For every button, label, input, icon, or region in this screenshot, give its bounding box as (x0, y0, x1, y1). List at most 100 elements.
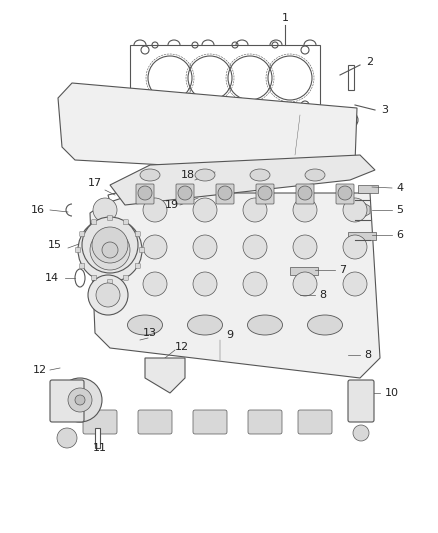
FancyBboxPatch shape (136, 184, 154, 204)
Text: 8: 8 (364, 350, 371, 360)
Ellipse shape (140, 169, 160, 181)
Circle shape (243, 235, 267, 259)
Polygon shape (145, 358, 185, 393)
Ellipse shape (247, 315, 283, 335)
FancyBboxPatch shape (80, 263, 85, 269)
FancyBboxPatch shape (358, 185, 378, 193)
Circle shape (78, 218, 142, 282)
FancyBboxPatch shape (92, 220, 96, 225)
Ellipse shape (305, 169, 325, 181)
FancyBboxPatch shape (80, 231, 85, 237)
FancyBboxPatch shape (83, 410, 117, 434)
Ellipse shape (250, 169, 270, 181)
Circle shape (68, 388, 92, 412)
Circle shape (75, 395, 85, 405)
Circle shape (343, 198, 367, 222)
Circle shape (243, 272, 267, 296)
Circle shape (353, 425, 369, 441)
Text: 16: 16 (31, 205, 45, 215)
FancyBboxPatch shape (336, 184, 354, 204)
FancyBboxPatch shape (75, 247, 81, 253)
Circle shape (293, 198, 317, 222)
FancyBboxPatch shape (216, 184, 234, 204)
Circle shape (138, 186, 152, 200)
Circle shape (293, 272, 317, 296)
Text: 17: 17 (88, 178, 102, 188)
Circle shape (193, 198, 217, 222)
Circle shape (58, 378, 102, 422)
FancyBboxPatch shape (298, 410, 332, 434)
Ellipse shape (307, 315, 343, 335)
FancyBboxPatch shape (107, 279, 113, 285)
Text: 3: 3 (381, 105, 389, 115)
FancyBboxPatch shape (50, 380, 84, 422)
Circle shape (92, 227, 128, 263)
FancyBboxPatch shape (256, 184, 274, 204)
Text: 6: 6 (396, 230, 403, 240)
Bar (348, 65, 354, 90)
Circle shape (258, 186, 272, 200)
Polygon shape (110, 155, 375, 205)
Circle shape (193, 235, 217, 259)
Text: 5: 5 (396, 205, 403, 215)
FancyBboxPatch shape (135, 263, 140, 269)
Text: 2: 2 (367, 57, 374, 67)
FancyBboxPatch shape (139, 247, 145, 253)
Circle shape (343, 272, 367, 296)
Bar (95, 428, 100, 448)
Text: 8: 8 (319, 290, 327, 300)
Text: 1: 1 (282, 13, 289, 23)
FancyBboxPatch shape (348, 380, 374, 422)
FancyBboxPatch shape (193, 410, 227, 434)
FancyBboxPatch shape (290, 267, 318, 275)
Circle shape (93, 198, 117, 222)
FancyBboxPatch shape (348, 232, 376, 240)
Text: 19: 19 (165, 200, 179, 210)
Text: 4: 4 (396, 183, 403, 193)
FancyBboxPatch shape (176, 184, 194, 204)
FancyBboxPatch shape (124, 220, 128, 225)
Circle shape (143, 235, 167, 259)
Circle shape (178, 186, 192, 200)
Circle shape (93, 272, 117, 296)
Text: 12: 12 (175, 342, 189, 352)
Text: 12: 12 (33, 365, 47, 375)
FancyBboxPatch shape (135, 231, 140, 237)
Circle shape (143, 272, 167, 296)
Circle shape (193, 272, 217, 296)
FancyBboxPatch shape (107, 215, 113, 221)
Ellipse shape (127, 315, 162, 335)
Circle shape (338, 186, 352, 200)
Text: 11: 11 (93, 443, 107, 453)
Circle shape (82, 217, 138, 273)
Circle shape (243, 198, 267, 222)
Text: 15: 15 (48, 240, 62, 250)
Ellipse shape (75, 269, 85, 287)
Circle shape (293, 235, 317, 259)
Circle shape (88, 275, 128, 315)
FancyBboxPatch shape (124, 275, 128, 280)
Circle shape (96, 283, 120, 307)
Circle shape (143, 198, 167, 222)
FancyBboxPatch shape (296, 184, 314, 204)
FancyBboxPatch shape (138, 410, 172, 434)
Text: 7: 7 (339, 265, 346, 275)
FancyBboxPatch shape (248, 410, 282, 434)
Circle shape (298, 186, 312, 200)
FancyBboxPatch shape (92, 275, 96, 280)
Text: 13: 13 (143, 328, 157, 338)
Text: 10: 10 (385, 388, 399, 398)
Text: 9: 9 (226, 330, 233, 340)
Polygon shape (108, 192, 122, 202)
Ellipse shape (195, 169, 215, 181)
Circle shape (218, 186, 232, 200)
Circle shape (93, 235, 117, 259)
Circle shape (343, 235, 367, 259)
Text: 14: 14 (45, 273, 59, 283)
Polygon shape (58, 83, 357, 175)
Circle shape (57, 428, 77, 448)
Circle shape (102, 242, 118, 258)
Ellipse shape (187, 315, 223, 335)
Polygon shape (90, 193, 380, 378)
Text: 18: 18 (181, 170, 195, 180)
